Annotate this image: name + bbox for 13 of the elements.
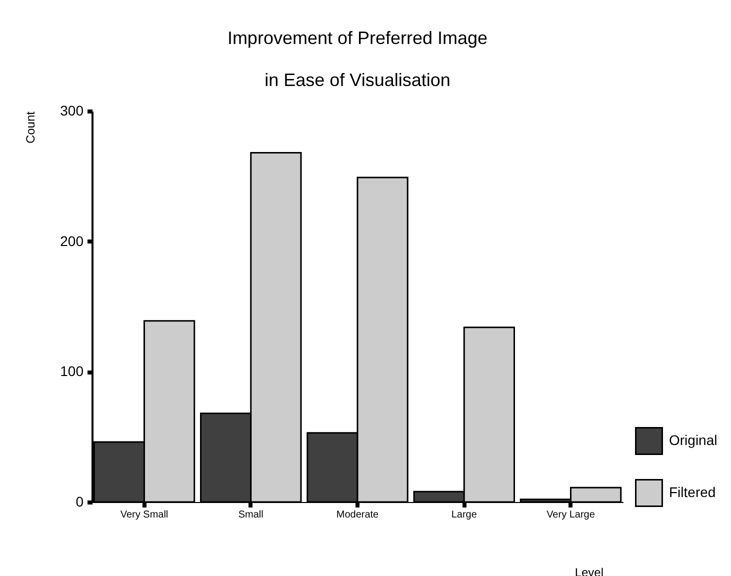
- chart-title: Improvement of Preferred Image in Ease of Visualisation: [227, 28, 488, 90]
- x-tick-label: Moderate: [336, 510, 380, 520]
- y-tick-label: 300: [60, 102, 84, 118]
- y-tick-label: 100: [60, 363, 84, 380]
- x-tick-label: Small: [238, 510, 264, 520]
- y-axis-title: Count: [24, 110, 38, 144]
- y-tick-label: 200: [60, 232, 84, 249]
- y-tick-label: 0: [76, 494, 84, 510]
- x-tick-label: Very Large: [546, 510, 596, 520]
- x-tick-label: Large: [451, 510, 478, 520]
- legend-label: Original: [669, 432, 718, 448]
- legend-label: Filtered: [669, 484, 716, 500]
- x-tick-label: Very Small: [120, 510, 168, 520]
